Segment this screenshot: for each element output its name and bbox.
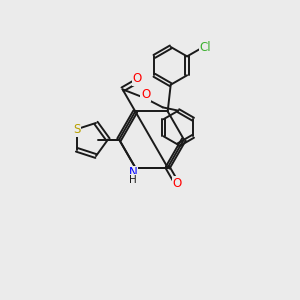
Text: N: N bbox=[128, 167, 137, 179]
Text: O: O bbox=[141, 88, 150, 101]
Text: S: S bbox=[73, 123, 80, 136]
Text: Cl: Cl bbox=[200, 41, 211, 54]
Text: O: O bbox=[133, 72, 142, 85]
Text: O: O bbox=[173, 177, 182, 190]
Text: H: H bbox=[129, 175, 137, 185]
